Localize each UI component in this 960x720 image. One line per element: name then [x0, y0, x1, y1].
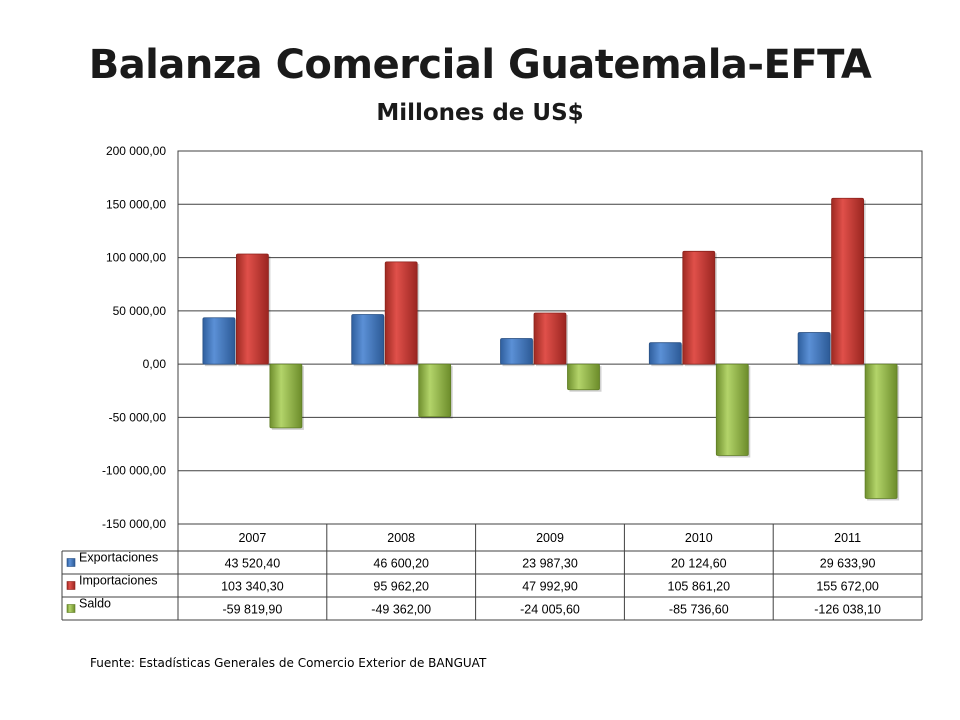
- y-tick-label: 100 000,00: [106, 251, 166, 265]
- bar-importaciones-2009: [533, 312, 567, 365]
- source-text: Estadísticas Generales de Comercio Exter…: [138, 656, 487, 670]
- y-tick-label: -100 000,00: [102, 464, 166, 478]
- bar-saldo-2010: [715, 363, 749, 456]
- x-category-label: 2007: [238, 531, 266, 545]
- x-category-label: 2008: [387, 531, 415, 545]
- y-tick-label: -50 000,00: [109, 410, 167, 424]
- table-value: -49 362,00: [371, 603, 431, 617]
- source-label: Fuente:: [90, 656, 135, 670]
- x-category-label: 2010: [685, 531, 713, 545]
- legend-swatch: [66, 581, 76, 590]
- table-value: 105 861,20: [668, 580, 731, 594]
- bar-exportaciones-2011: [797, 332, 831, 365]
- bar-exportaciones-2010: [648, 342, 682, 365]
- bar-exportaciones-2008: [351, 314, 385, 365]
- table-value: -126 038,10: [814, 603, 881, 617]
- bar-exportaciones-2009: [500, 338, 533, 365]
- y-tick-label: 150 000,00: [106, 197, 166, 211]
- table-value: 46 600,20: [373, 557, 429, 571]
- bar-saldo-2009: [567, 363, 600, 391]
- x-category-label: 2009: [536, 531, 564, 545]
- table-value: 43 520,40: [225, 557, 281, 571]
- bar-exportaciones-2007: [202, 317, 236, 365]
- table-value: 47 992,90: [522, 580, 578, 594]
- table-value: 95 962,20: [373, 580, 429, 594]
- table-value: -59 819,90: [223, 603, 283, 617]
- bar-saldo-2011: [864, 363, 898, 499]
- bar-importaciones-2008: [384, 261, 418, 365]
- bar-importaciones-2007: [235, 253, 269, 365]
- y-tick-label: 200 000,00: [106, 144, 166, 158]
- x-category-label: 2011: [834, 531, 861, 545]
- legend-label: Exportaciones: [79, 551, 158, 565]
- table-value: 29 633,90: [820, 557, 876, 571]
- table-value: -24 005,60: [520, 603, 580, 617]
- bar-saldo-2007: [269, 363, 303, 429]
- table-value: 155 672,00: [816, 580, 879, 594]
- table-value: 103 340,30: [221, 580, 284, 594]
- bar-importaciones-2011: [831, 197, 864, 365]
- legend-label: Importaciones: [79, 574, 158, 588]
- bar-importaciones-2010: [682, 250, 716, 365]
- chart-title: Balanza Comercial Guatemala-EFTA: [88, 42, 872, 88]
- legend-label: Saldo: [79, 597, 111, 611]
- y-tick-label: -150 000,00: [102, 517, 166, 531]
- legend-swatch: [66, 558, 76, 567]
- y-tick-label: 50 000,00: [113, 304, 167, 318]
- table-value: -85 736,60: [669, 603, 729, 617]
- bar-saldo-2008: [418, 363, 452, 418]
- y-tick-label: 0,00: [143, 357, 167, 371]
- source-note: Fuente: Estadísticas Generales de Comerci…: [90, 656, 490, 670]
- chart-subtitle: Millones de US$: [376, 100, 584, 126]
- table-value: 23 987,30: [522, 557, 578, 571]
- legend-swatch: [66, 604, 76, 613]
- table-value: 20 124,60: [671, 557, 727, 571]
